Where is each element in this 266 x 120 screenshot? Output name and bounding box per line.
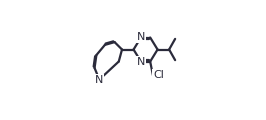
Text: N: N <box>95 75 103 85</box>
Text: N: N <box>137 57 145 66</box>
Text: Cl: Cl <box>153 70 164 80</box>
Text: N: N <box>137 33 145 42</box>
